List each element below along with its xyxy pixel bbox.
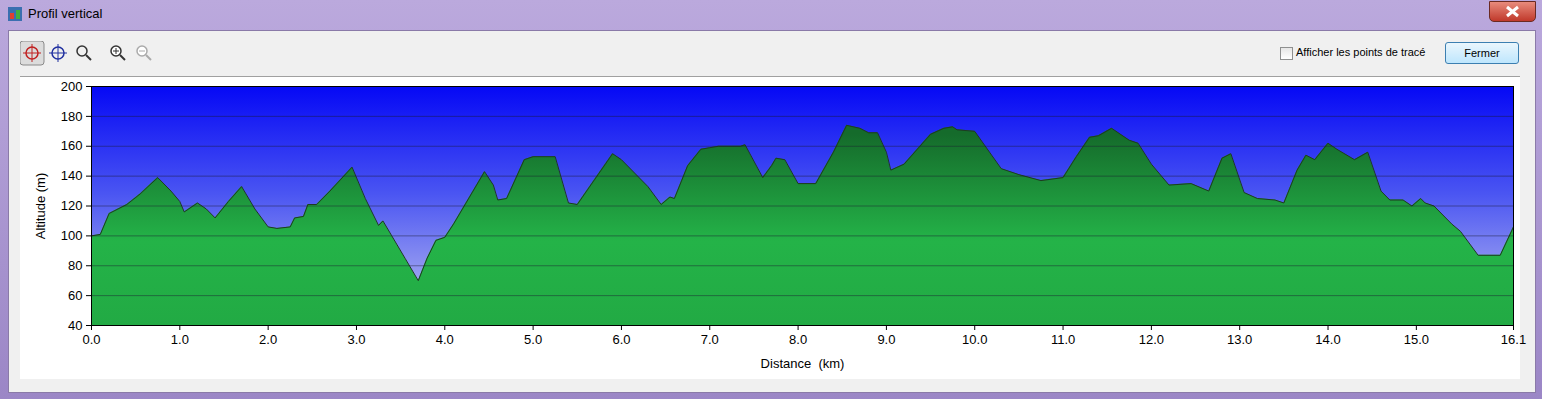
svg-text:100: 100 — [61, 228, 83, 243]
svg-text:80: 80 — [68, 258, 82, 273]
svg-text:14.0: 14.0 — [1315, 332, 1340, 347]
svg-text:140: 140 — [61, 168, 83, 183]
svg-text:Altitude (m): Altitude (m) — [33, 173, 48, 239]
svg-text:1.0: 1.0 — [171, 332, 189, 347]
svg-text:60: 60 — [68, 288, 82, 303]
svg-text:0.0: 0.0 — [82, 332, 100, 347]
svg-text:15.0: 15.0 — [1404, 332, 1429, 347]
svg-text:7.0: 7.0 — [701, 332, 719, 347]
svg-text:200: 200 — [61, 79, 83, 94]
svg-text:3.0: 3.0 — [347, 332, 365, 347]
svg-text:11.0: 11.0 — [1051, 332, 1075, 347]
svg-text:8.0: 8.0 — [789, 332, 807, 347]
svg-text:160: 160 — [61, 138, 83, 153]
svg-text:5.0: 5.0 — [524, 332, 542, 347]
html-text:Afficher les points de tracé: Afficher les points de tracé — [1296, 46, 1426, 58]
svg-text:9.0: 9.0 — [877, 332, 895, 347]
svg-text:40: 40 — [68, 318, 82, 333]
svg-text:2.0: 2.0 — [259, 332, 277, 347]
html-text:Profil vertical: Profil vertical — [28, 6, 103, 21]
svg-text:13.0: 13.0 — [1227, 332, 1252, 347]
svg-text:10.0: 10.0 — [962, 332, 987, 347]
svg-text:120: 120 — [61, 198, 83, 213]
svg-text:12.0: 12.0 — [1139, 332, 1164, 347]
html-text:Fermer: Fermer — [1464, 47, 1500, 59]
svg-text:4.0: 4.0 — [436, 332, 454, 347]
svg-text:16.1: 16.1 — [1501, 332, 1526, 347]
svg-text:Distance (km): Distance (km) — [761, 356, 845, 371]
svg-text:180: 180 — [61, 109, 83, 124]
svg-text:6.0: 6.0 — [612, 332, 630, 347]
